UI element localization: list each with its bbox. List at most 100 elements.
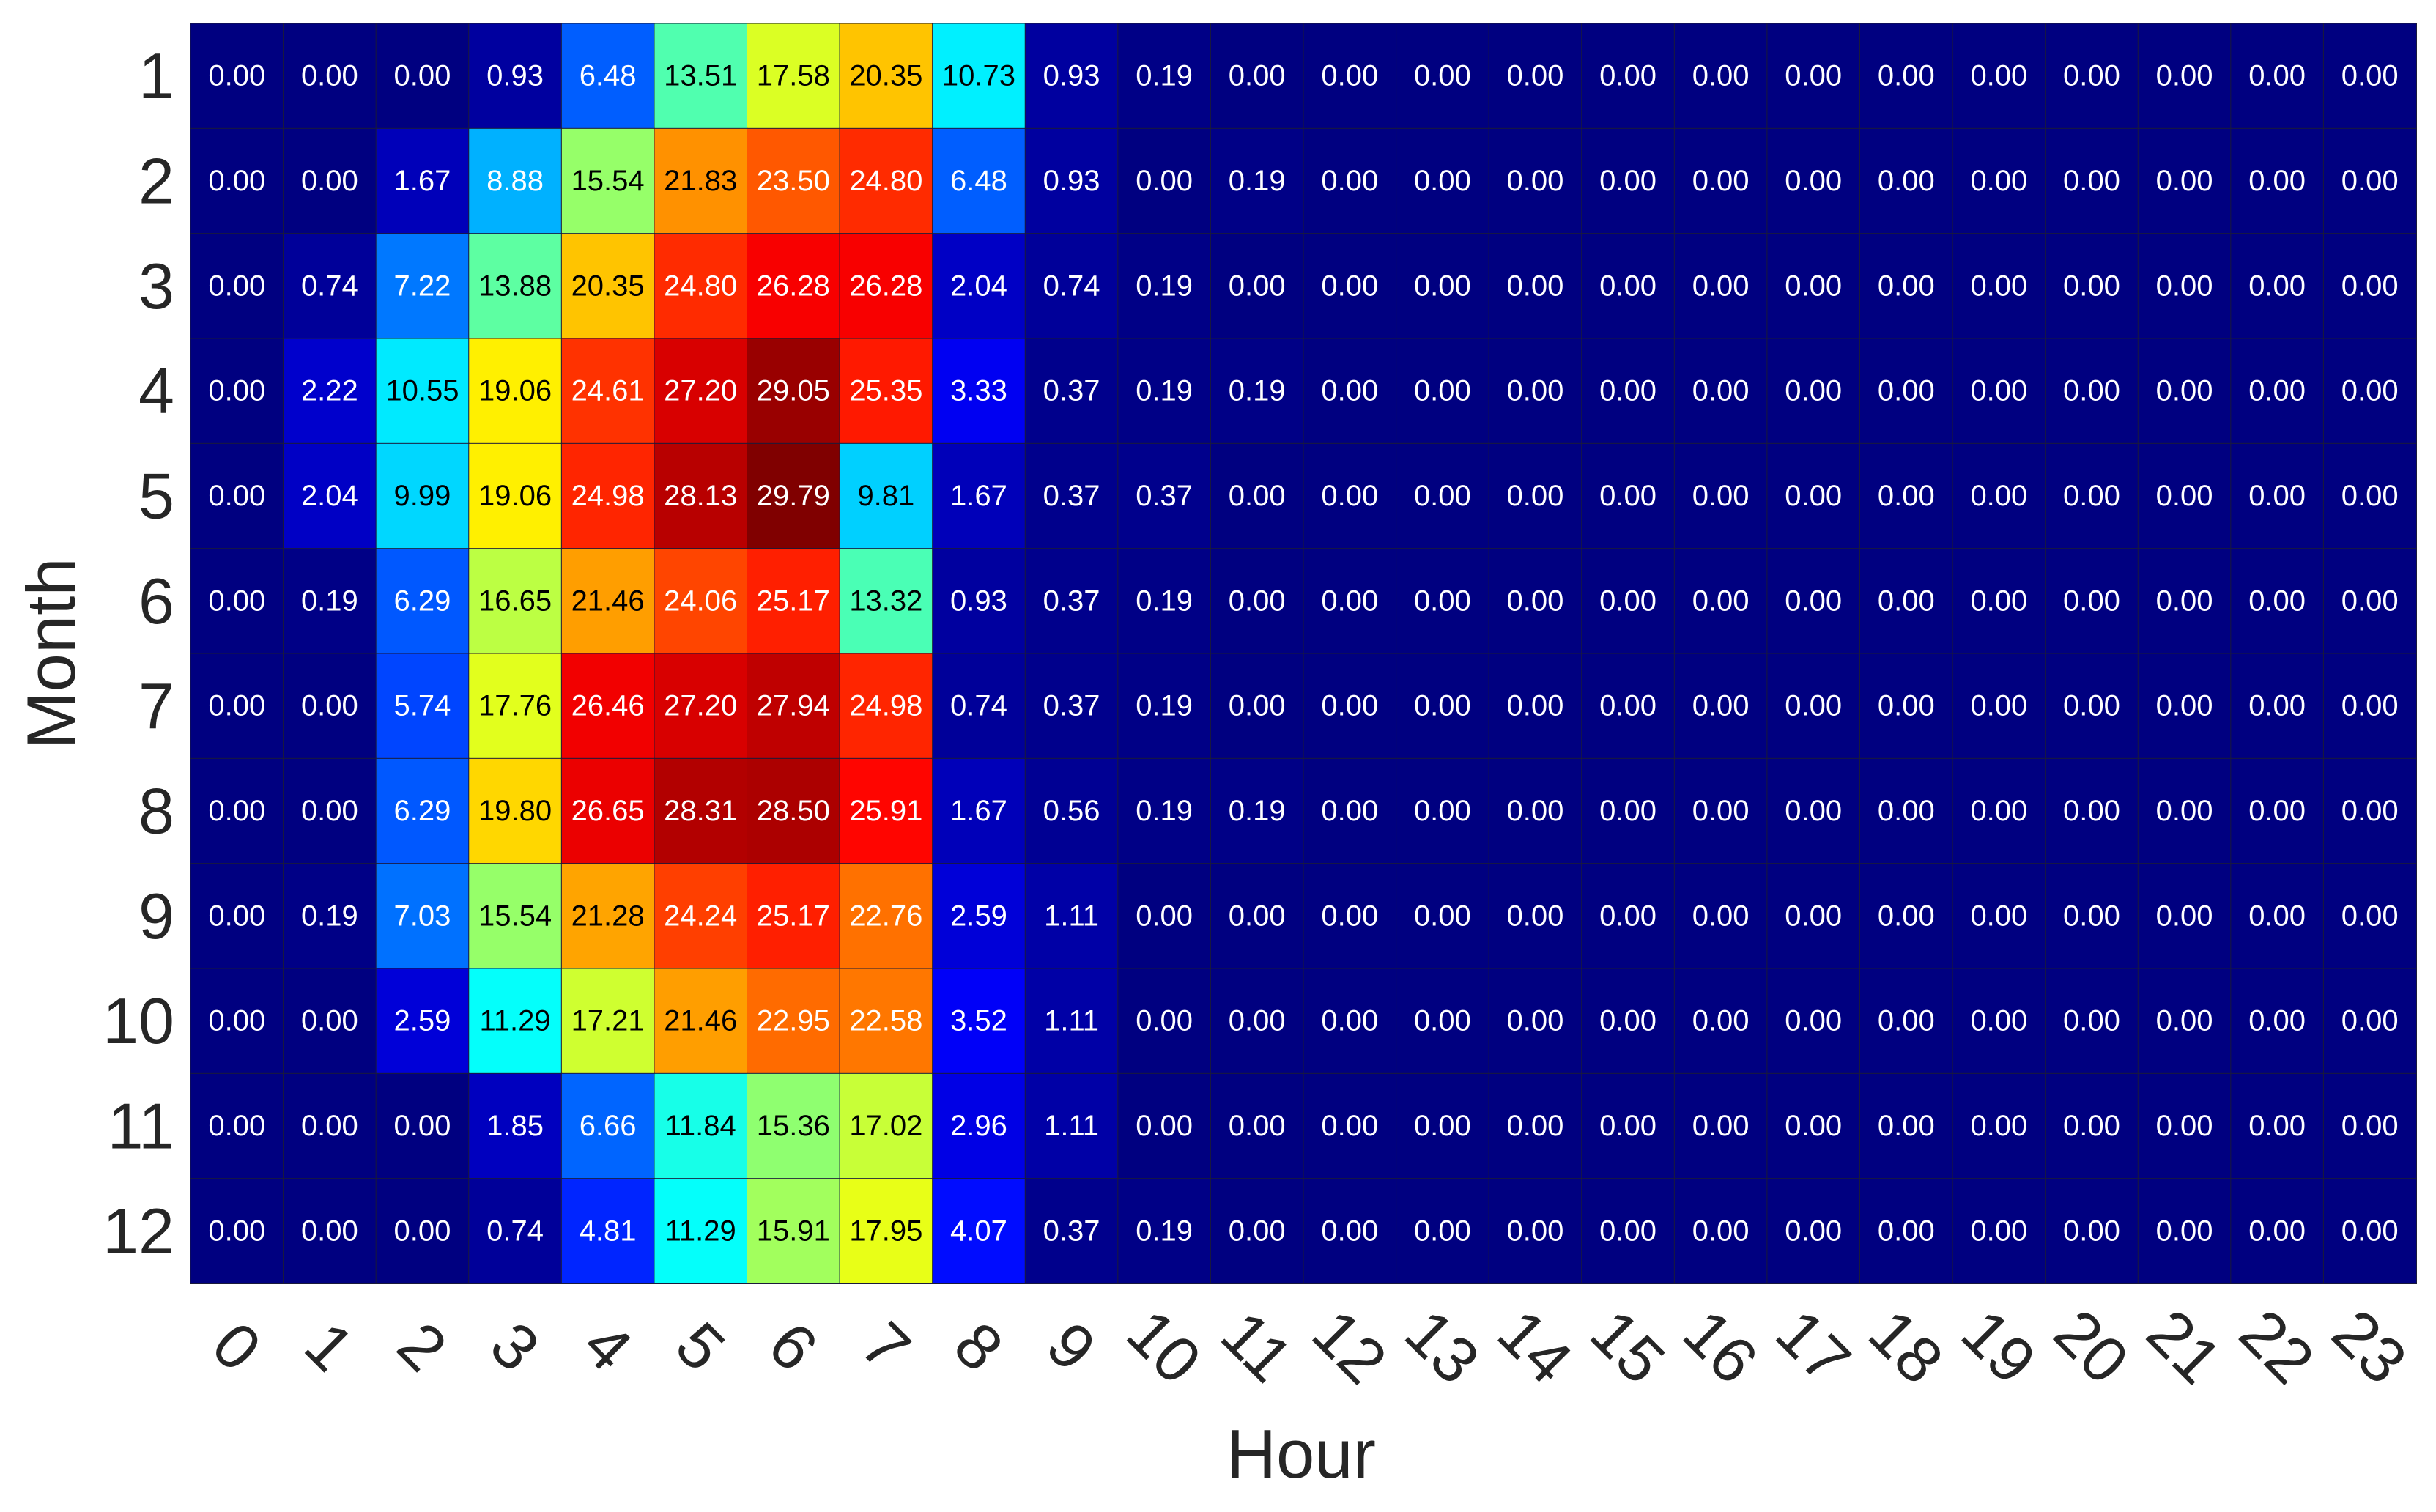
heatmap-cell [1488,757,1582,864]
heatmap-cell [1581,127,1676,234]
heatmap-cell [1766,1178,1861,1285]
heatmap-cell [1952,757,2046,864]
heatmap-cell-value: 0.00 [2341,375,2399,407]
heatmap-cell [1766,653,1861,760]
heatmap-cell [1952,1178,2046,1285]
heatmap-cell [1210,968,1305,1075]
heatmap-cell [1859,127,1954,234]
heatmap-cell [1581,968,1676,1075]
heatmap-cell-value: 0.00 [394,1110,451,1142]
x-tick-label: 17 [1763,1295,1865,1397]
heatmap-cell [1024,23,1119,130]
heatmap-cell [1396,338,1490,445]
heatmap-cell [1952,653,2046,760]
heatmap-cell-labels: 0.00 0.00 0.00 0.93 6.48 13.51 17.58 20.35 10.73… [208,60,2398,1248]
x-tick-label: 1 [292,1308,369,1385]
heatmap-cell-value: 28.31 [664,795,737,827]
heatmap-cell-value: 0.00 [208,375,265,407]
heatmap-cell [2045,653,2139,760]
y-tick-label: 4 [138,355,174,427]
heatmap-cell [1396,442,1490,549]
heatmap-cells [190,23,2417,1285]
heatmap-cell [839,233,933,340]
heatmap-cell-value: 0.00 [2156,480,2213,512]
heatmap-cell-value: 29.79 [757,480,830,512]
x-tick-label: 13 [1391,1295,1493,1397]
heatmap-cell [932,442,1026,549]
heatmap-cell-value: 0.00 [2156,795,2213,827]
heatmap-cell-value: 0.00 [2341,480,2399,512]
heatmap-cell-value: 0.00 [1507,1005,1564,1037]
x-tick-label: 0 [199,1308,275,1385]
heatmap-cell-value: 19.06 [478,375,552,407]
heatmap-cell [654,1072,748,1179]
heatmap-cell [839,1178,933,1285]
heatmap-cell-value: 25.91 [849,795,922,827]
heatmap-cell [747,1072,841,1179]
heatmap-cell-value: 6.29 [394,795,451,827]
heatmap-cell [1952,863,2046,970]
heatmap-cell [1117,338,1212,445]
heatmap-cell-value: 0.00 [1878,1110,1935,1142]
x-tick-label: 18 [1855,1295,1957,1397]
heatmap-cell-value: 0.00 [1970,480,2027,512]
heatmap-cell-value: 0.00 [301,165,358,197]
heatmap-cell-value: 0.00 [1970,60,2027,92]
heatmap-cell [1488,968,1582,1075]
heatmap-cell-value: 10.55 [385,375,459,407]
heatmap-cell [468,1072,563,1179]
heatmap-cell-value: 0.00 [1692,900,1750,932]
x-tick-label: 7 [848,1308,925,1385]
heatmap-cell [1117,233,1212,340]
heatmap-cell [1117,127,1212,234]
heatmap-cell-value: 24.80 [664,270,737,302]
heatmap-cell [1117,442,1212,549]
heatmap-cell [1859,442,1954,549]
heatmap-cell-value: 0.74 [1043,270,1100,302]
heatmap-cell-value: 0.00 [2063,1005,2120,1037]
heatmap-cell [560,1072,655,1179]
heatmap-cell-value: 24.98 [571,480,645,512]
heatmap-cell-value: 0.00 [1785,1110,1842,1142]
heatmap-cell-value: 0.00 [1507,270,1564,302]
heatmap-cell-value: 0.00 [2248,1005,2306,1037]
heatmap-cell [747,233,841,340]
heatmap-cell [1859,23,1954,130]
heatmap-cell [2137,338,2232,445]
heatmap-cell [2137,233,2232,340]
x-tick-label: 19 [1948,1295,2050,1397]
heatmap-cell-value: 0.00 [394,60,451,92]
heatmap-cell [1488,1072,1582,1179]
heatmap-cell-value: 0.00 [1878,480,1935,512]
heatmap-cell-value: 0.00 [2063,585,2120,617]
heatmap-cell-value: 4.81 [580,1215,637,1247]
heatmap-cell [2137,863,2232,970]
heatmap-cell [1673,442,1768,549]
heatmap-cell [190,338,284,445]
heatmap-cell [747,1178,841,1285]
heatmap-cell [1210,442,1305,549]
y-tick-label: 9 [138,880,174,952]
heatmap-cell-value: 27.20 [664,375,737,407]
heatmap-cell [2322,442,2417,549]
heatmap-cell [1024,548,1119,654]
heatmap-cell [1396,1072,1490,1179]
heatmap-cell-value: 2.59 [394,1005,451,1037]
heatmap-cell [283,1178,377,1285]
x-tick-label: 11 [1207,1297,1306,1396]
heatmap-cell-value: 0.00 [1692,1215,1750,1247]
heatmap-cell-value: 0.00 [1785,480,1842,512]
heatmap-cell-value: 0.00 [2156,1110,2213,1142]
heatmap-cell-value: 0.00 [1507,165,1564,197]
heatmap-cell-value: 0.00 [2156,690,2213,722]
heatmap-cell-value: 13.88 [478,270,552,302]
heatmap-cell-value: 0.00 [208,1005,265,1037]
heatmap-cell [2230,968,2325,1075]
heatmap-cell-value: 1.85 [486,1110,544,1142]
heatmap-cell [654,548,748,654]
heatmap-cell-value: 0.00 [1970,270,2027,302]
heatmap-cell [747,968,841,1075]
heatmap-cell-value: 0.00 [1507,375,1564,407]
heatmap-cell-value: 0.00 [1785,1005,1842,1037]
heatmap-cell [1488,548,1582,654]
